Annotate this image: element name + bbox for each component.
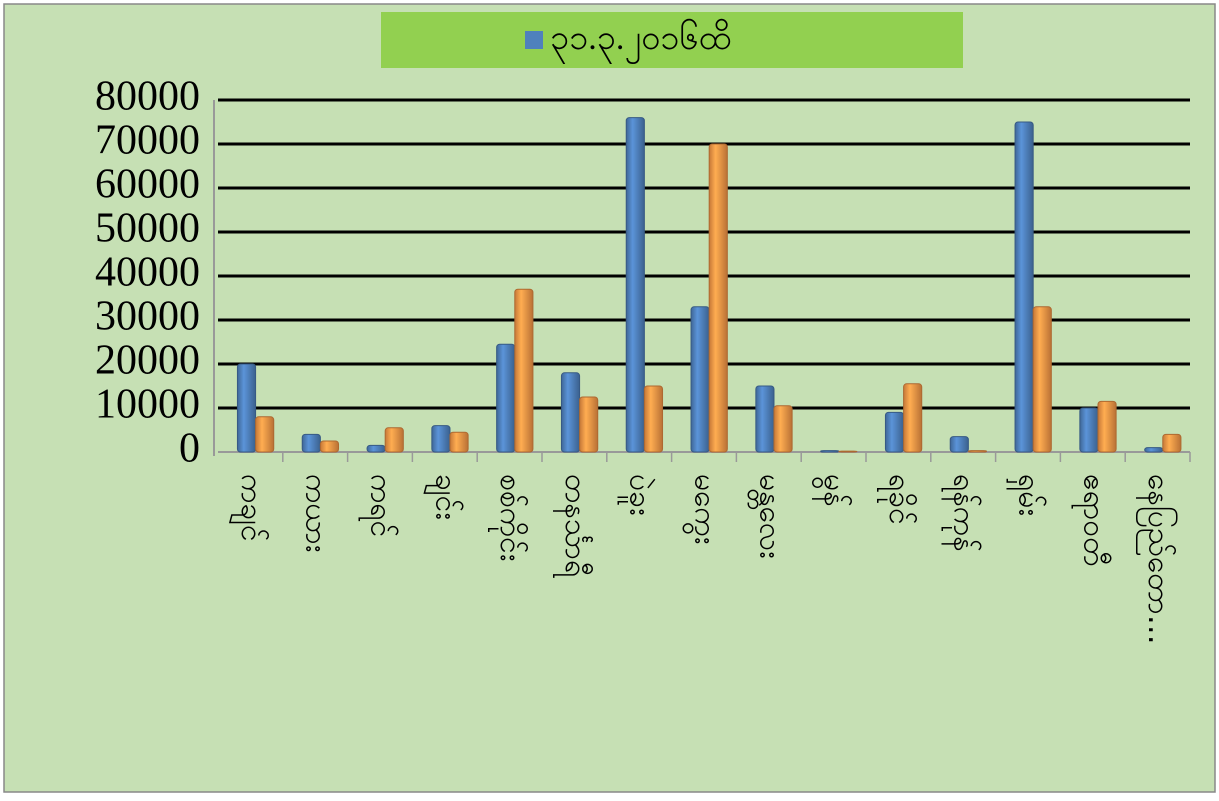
bar: [773, 405, 793, 453]
x-tick-label: ရန်ကုန်: [941, 474, 982, 552]
x-tick-label: ဧရာဝတီ: [1070, 474, 1111, 567]
y-tick-label: 30000: [95, 294, 200, 340]
bar: [1079, 407, 1099, 453]
bar: [514, 288, 534, 453]
bar: [967, 450, 988, 453]
y-tick-label: 60000: [95, 162, 200, 208]
legend-swatch: [525, 31, 543, 49]
bar: [560, 372, 581, 453]
x-tick-label: စစ်ကိုင်း: [487, 474, 528, 561]
x-tick-label: ပဲခူး: [617, 474, 658, 516]
y-tick-label: 50000: [95, 206, 200, 252]
x-tick-label: ကယား: [299, 474, 334, 552]
bar: [838, 450, 858, 453]
bar: [820, 450, 840, 453]
bar: [690, 306, 710, 453]
legend-label: ၃၁.၃.၂၀၁၆ထိ: [550, 19, 731, 64]
y-tick-label: 40000: [95, 250, 200, 296]
bar: [903, 383, 923, 453]
bar: [643, 385, 664, 453]
bar: [884, 411, 905, 453]
y-tick-label: 0: [179, 426, 200, 472]
y-tick-label: 20000: [95, 338, 200, 384]
x-tick-label: နေပြည်တော…: [1135, 474, 1178, 645]
x-tick-label: ကချင်: [228, 474, 269, 542]
bar: [1032, 306, 1052, 453]
chart-background: [3, 3, 1216, 793]
legend-box: [381, 12, 963, 68]
bar: [579, 396, 599, 453]
x-tick-label: မွန်: [811, 474, 852, 507]
x-tick-label: တနင်္သာရီ: [552, 474, 593, 579]
bar: [708, 143, 728, 453]
bar: [625, 117, 645, 453]
bar: [496, 343, 516, 453]
bar: [384, 427, 404, 453]
bar: [301, 433, 321, 453]
bar: [1162, 433, 1182, 453]
x-tick-label: ရခိုင်: [876, 474, 917, 525]
bar: [1144, 447, 1164, 453]
bar: [255, 416, 275, 453]
bar: [1097, 400, 1117, 453]
x-tick-label: ချင်း: [422, 474, 463, 520]
y-tick-label: 70000: [95, 118, 200, 164]
x-tick-label: မကွေး: [682, 474, 723, 544]
bar: [755, 385, 775, 453]
bar: [366, 444, 386, 453]
y-tick-label: 10000: [95, 382, 200, 428]
x-tick-label: မန္တလေး: [746, 474, 787, 559]
bar: [319, 440, 340, 453]
bar: [449, 431, 469, 453]
bar: [431, 425, 451, 453]
y-tick-label: 80000: [95, 74, 200, 120]
bar: [1014, 121, 1034, 453]
x-tick-label: ရှမ်း: [1006, 474, 1047, 516]
x-tick-label: ကရင်: [358, 474, 399, 537]
bar: [949, 436, 969, 453]
bar: [236, 363, 257, 453]
